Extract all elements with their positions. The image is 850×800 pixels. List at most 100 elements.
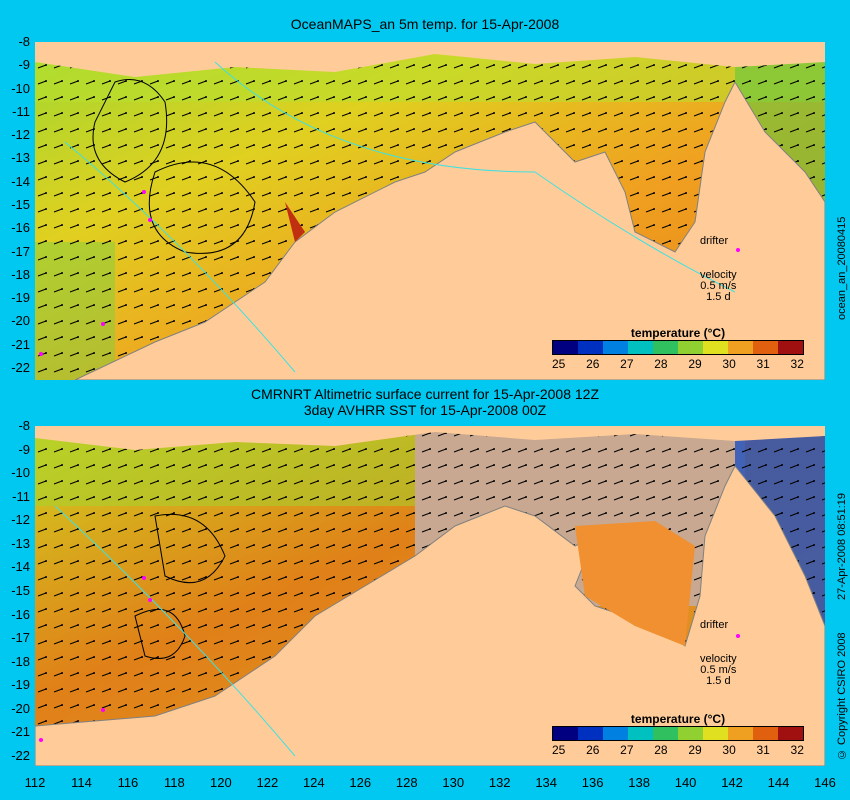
panel1-colorbar-ticks: 25 26 27 28 29 30 31 32	[552, 357, 804, 371]
colorbar-tick-label: 25	[552, 743, 566, 757]
x-tick-label: 122	[256, 775, 279, 790]
colorbar-swatch	[778, 727, 803, 740]
y-tick-label: -18	[11, 266, 30, 282]
colorbar-swatch	[678, 341, 703, 354]
x-tick-label: 116	[117, 775, 139, 790]
y-tick-label: -9	[18, 57, 30, 73]
panel2-side-copyright: © Copyright CSIRO 2008	[836, 632, 848, 760]
colorbar-swatch	[678, 727, 703, 740]
colorbar-swatch	[578, 727, 603, 740]
panel2-velocity-key: velocity 0.5 m/s 1.5 d	[700, 654, 737, 687]
colorbar-tick-label: 26	[586, 357, 600, 371]
y-tick-label: -19	[11, 290, 30, 306]
x-tick-label: 144	[767, 775, 790, 790]
y-tick-label: -15	[11, 197, 30, 212]
colorbar-swatch	[553, 341, 578, 354]
x-tick-label: 140	[674, 775, 697, 790]
y-tick-label: -17	[11, 630, 30, 646]
colorbar-swatch	[578, 341, 603, 354]
y-tick-label: -10	[11, 465, 30, 481]
y-tick-label: -14	[11, 559, 30, 575]
x-tick-label: 114	[71, 775, 92, 790]
y-tick-label: -17	[11, 243, 30, 259]
panel2-colorbar-strip	[552, 726, 804, 741]
panel1-velocity-label: velocity	[700, 269, 737, 281]
panel2-title-line2: 3day AVHRR SST for 15-Apr-2008 00Z	[303, 402, 547, 418]
y-tick-label: -20	[11, 313, 30, 329]
panel2-velocity-days: 1.5 d	[706, 675, 731, 687]
panel1-map	[35, 42, 825, 380]
panel2-colorbar-ticks: 25 26 27 28 29 30 31 32	[552, 743, 804, 757]
panel1-velocity-value: 0.5 m/s	[700, 280, 737, 292]
panel1-side-label: ocean_an_20080415	[836, 216, 848, 320]
colorbar-tick-label: 27	[620, 743, 634, 757]
colorbar-swatch	[653, 341, 678, 354]
panel1-colorbar-strip	[552, 340, 804, 355]
colorbar-tick-label: 32	[790, 357, 804, 371]
colorbar-tick-label: 28	[654, 357, 668, 371]
colorbar-tick-label: 31	[756, 357, 770, 371]
colorbar-tick-label: 28	[654, 743, 668, 757]
colorbar-swatch	[753, 727, 778, 740]
x-tick-label: 118	[164, 775, 185, 790]
colorbar-tick-label: 26	[586, 743, 600, 757]
colorbar-swatch	[553, 727, 578, 740]
panel2-drifter-label: drifter	[700, 619, 729, 631]
x-tick-label: 126	[349, 775, 372, 790]
y-tick-label: -11	[12, 103, 30, 119]
y-tick-label: -21	[11, 336, 30, 352]
colorbar-tick-label: 32	[790, 743, 804, 757]
panel1-colorbar: temperature (°C) 25 26 27 28 29 30 31 32	[552, 326, 804, 371]
panel2-colorbar: temperature (°C) 25 26 27 28 29 30 31 32	[552, 712, 804, 757]
x-tick-label: 120	[210, 775, 232, 790]
y-tick-label: -22	[11, 360, 30, 375]
colorbar-swatch	[628, 727, 653, 740]
colorbar-swatch	[728, 727, 753, 740]
y-tick-label: -9	[18, 441, 30, 457]
y-tick-label: -14	[11, 173, 30, 189]
y-tick-label: -20	[11, 700, 30, 716]
y-tick-label: -16	[11, 220, 30, 236]
x-tick-label: 136	[581, 775, 604, 790]
colorbar-swatch	[628, 341, 653, 354]
panel1-velocity-key: velocity 0.5 m/s 1.5 d	[700, 270, 737, 303]
panel2-velocity-label: velocity	[700, 653, 737, 665]
y-tick-label: -12	[11, 127, 30, 143]
y-tick-label: -12	[11, 512, 30, 528]
x-tick-label: 130	[442, 775, 465, 790]
x-tick-label: 132	[488, 775, 511, 790]
x-tick-label: 124	[302, 775, 325, 790]
y-tick-label: -22	[11, 748, 30, 763]
colorbar-tick-label: 29	[688, 357, 702, 371]
colorbar-swatch	[753, 341, 778, 354]
x-tick-label: 134	[535, 775, 558, 790]
y-tick-label: -10	[11, 80, 30, 96]
colorbar-swatch	[603, 727, 628, 740]
panel2-title-line1: CMRNRT Altimetric surface current for 15…	[250, 386, 600, 402]
y-tick-label: -11	[12, 488, 30, 504]
colorbar-tick-label: 25	[552, 357, 566, 371]
x-tick-label: 128	[395, 775, 418, 790]
y-tick-label: -16	[11, 606, 30, 622]
panel1-title: OceanMAPS_an 5m temp. for 15-Apr-2008	[290, 16, 560, 32]
colorbar-swatch	[778, 341, 803, 354]
y-tick-label: -18	[11, 653, 30, 669]
panel1-legend-title: temperature (°C)	[630, 326, 726, 340]
x-tick-label: 112	[24, 775, 46, 790]
panel2-side-timestamp: 27-Apr-2008 08:51:19	[836, 492, 848, 600]
colorbar-swatch	[703, 341, 728, 354]
y-tick-label: -15	[11, 583, 30, 598]
colorbar-tick-label: 31	[756, 743, 770, 757]
x-tick-label: 138	[628, 775, 650, 790]
panel2-velocity-value: 0.5 m/s	[700, 664, 737, 676]
colorbar-swatch	[703, 727, 728, 740]
y-tick-label: -13	[11, 535, 30, 551]
y-tick-label: -8	[18, 418, 30, 433]
y-tick-label: -13	[11, 150, 30, 166]
y-tick-label: -19	[11, 677, 30, 693]
colorbar-tick-label: 30	[722, 743, 736, 757]
colorbar-tick-label: 29	[688, 743, 702, 757]
x-tick-label: 142	[721, 775, 743, 790]
colorbar-swatch	[653, 727, 678, 740]
colorbar-swatch	[728, 341, 753, 354]
